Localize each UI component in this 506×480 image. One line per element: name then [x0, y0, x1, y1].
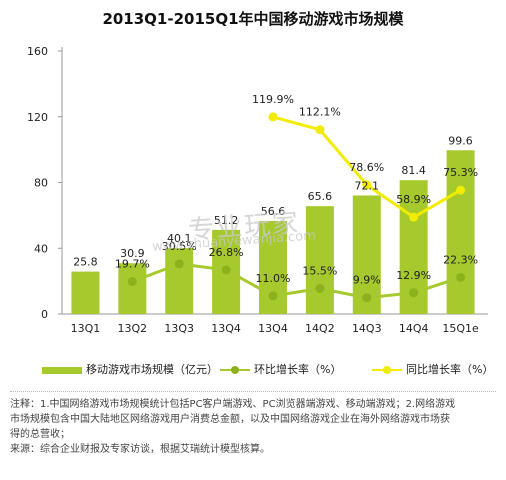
legend-item-market-size: 移动游戏市场规模（亿元） [42, 363, 218, 377]
legend-item-yoy: 同比增长率（%） [372, 363, 493, 377]
bar-value-label: 65.6 [308, 190, 333, 203]
legend-line-swatch [220, 366, 250, 374]
legend-label: 环比增长率（%） [254, 363, 342, 376]
legend-bar-swatch [42, 366, 82, 374]
yoy-growth-point [268, 112, 278, 122]
yoy-growth-label: 75.3% [443, 166, 478, 179]
chart-notes: 注释：1.中国网络游戏市场规模统计包括PC客户端游戏、PC浏览器端游戏、移动端游… [10, 397, 498, 457]
note-line: 市场规模包含中国大陆地区网络游戏用户消费总金额，以及中国网络游戏企业在海外网络游… [10, 414, 450, 425]
mom-growth-point [127, 277, 137, 287]
legend-item-mom: 环比增长率（%） [220, 363, 341, 377]
note-line: 注释：1.中国网络游戏市场规模统计包括PC客户端游戏、PC浏览器端游戏、移动端游… [10, 399, 456, 410]
y-tick-label: 120 [27, 111, 48, 124]
mom-growth-label: 26.8% [209, 246, 244, 259]
mom-growth-point [174, 259, 184, 269]
y-tick-label: 80 [34, 177, 48, 190]
bar [165, 248, 194, 314]
bar [446, 150, 475, 314]
bar-value-label: 30.9 [120, 247, 145, 260]
mom-growth-label: 30.5% [162, 240, 197, 253]
x-tick-label: 13Q1 [71, 322, 101, 335]
chart-plot: 0 40 80 120 160 13Q1 13Q2 13Q3 13Q4 13Q4 14Q2 14Q3 1… [27, 45, 488, 335]
mom-growth-point [456, 272, 466, 282]
mom-growth-point [362, 293, 372, 303]
x-tick-label: 13Q4 [258, 322, 288, 335]
note-line: 得的总营收； [10, 429, 70, 440]
mom-growth-label: 15.5% [302, 265, 337, 278]
x-tick-label: 13Q2 [118, 322, 148, 335]
mom-growth-point [268, 291, 278, 301]
mom-growth-point [315, 284, 325, 294]
y-tick-label: 0 [41, 308, 48, 321]
chart-title: 2013Q1-2015Q1年中国移动游戏市场规模 [102, 10, 404, 28]
y-tick-label: 40 [34, 242, 48, 255]
bar [118, 263, 147, 314]
x-tick-label: 15Q1e [442, 322, 479, 335]
yoy-growth-label: 112.1% [299, 106, 341, 119]
legend-label: 移动游戏市场规模（亿元） [86, 363, 218, 376]
bar-value-label: 56.6 [261, 205, 286, 218]
mom-growth-label: 9.9% [353, 274, 381, 287]
x-tick-label: 13Q4 [211, 322, 241, 335]
yoy-growth-point [362, 180, 372, 190]
x-tick-label: 14Q2 [305, 322, 335, 335]
bar-value-label: 81.4 [401, 164, 426, 177]
yoy-growth-point [409, 212, 419, 222]
bar-value-label: 72.1 [355, 179, 380, 192]
note-line: 来源：综合企业财报及专家访谈，根据艾瑞统计模型核算。 [10, 444, 270, 455]
mom-growth-line [131, 262, 462, 300]
y-tick-label: 160 [27, 45, 48, 58]
yoy-growth-label: 58.9% [396, 193, 431, 206]
bar-value-label: 40.1 [167, 232, 192, 245]
yoy-growth-point [315, 125, 325, 135]
mom-growth-point [221, 265, 231, 275]
bar-value-label: 51.2 [214, 214, 239, 227]
x-tick-label: 14Q4 [399, 322, 429, 335]
mom-growth-label: 19.7% [115, 258, 150, 271]
mom-growth-label: 12.9% [396, 269, 431, 282]
notes-divider [10, 391, 496, 392]
x-tick-label: 13Q3 [164, 322, 194, 335]
x-tick-label: 14Q3 [352, 322, 382, 335]
mom-growth-label: 11.0% [256, 272, 291, 285]
legend-line-swatch [372, 366, 402, 374]
mom-growth-label: 22.3% [443, 253, 478, 266]
mom-growth-point [409, 288, 419, 298]
legend-label: 同比增长率（%） [406, 363, 494, 376]
yoy-growth-label: 78.6% [349, 161, 384, 174]
yoy-growth-point [456, 185, 466, 195]
bar [305, 206, 334, 314]
bar-value-label: 99.6 [448, 134, 473, 147]
bar [71, 271, 100, 314]
yoy-growth-label: 119.9% [252, 93, 294, 106]
bar-value-label: 25.8 [73, 256, 98, 269]
